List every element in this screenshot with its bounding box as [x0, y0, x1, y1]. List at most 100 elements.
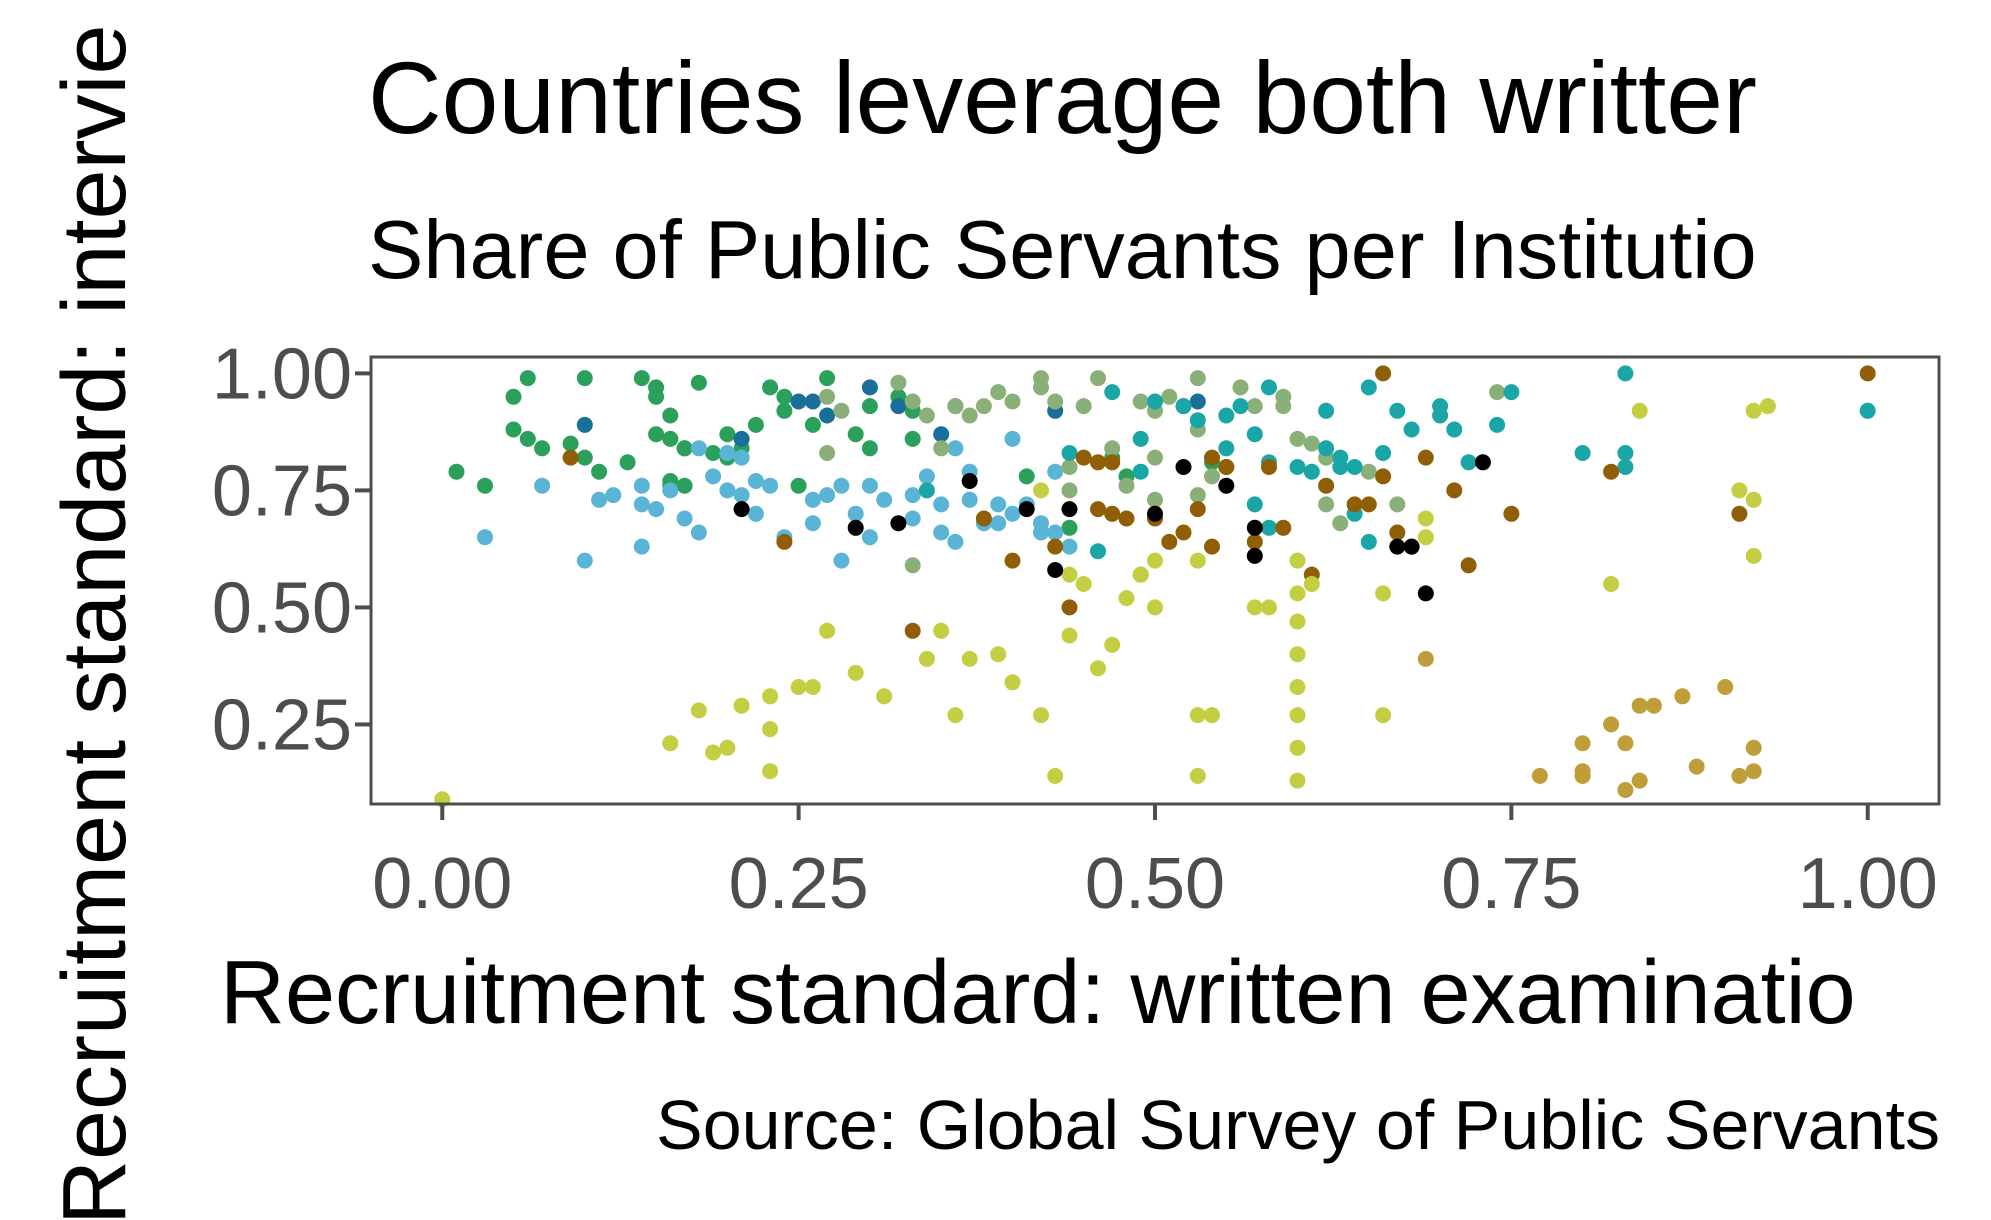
data-point — [1403, 538, 1420, 555]
data-point — [1061, 501, 1078, 518]
data-point — [662, 407, 679, 424]
data-point — [961, 650, 978, 667]
data-point — [1389, 524, 1406, 541]
data-point — [1147, 491, 1163, 508]
data-point — [1218, 459, 1235, 475]
data-point — [1061, 445, 1078, 461]
data-point — [1446, 421, 1463, 438]
data-point — [1004, 393, 1021, 410]
data-point — [1246, 426, 1263, 443]
data-point — [776, 388, 793, 405]
data-point — [1147, 552, 1163, 569]
data-point — [633, 538, 650, 555]
x-tick-label: 0.75 — [1441, 844, 1581, 924]
data-point — [933, 440, 950, 457]
data-point — [1246, 599, 1263, 616]
data-point — [733, 449, 750, 466]
data-point — [1489, 416, 1506, 433]
data-point — [1617, 735, 1634, 752]
data-point — [1403, 421, 1420, 438]
data-point — [947, 440, 964, 457]
data-point — [1289, 613, 1306, 630]
data-point — [1246, 547, 1263, 564]
data-point — [690, 524, 707, 541]
data-point — [1189, 412, 1206, 429]
data-point — [790, 393, 807, 410]
data-point — [1617, 365, 1634, 382]
data-point — [1417, 510, 1434, 527]
data-point — [733, 501, 750, 518]
data-point — [1603, 576, 1620, 592]
data-point — [1731, 505, 1748, 522]
data-point — [1132, 430, 1149, 447]
data-point — [876, 491, 893, 508]
x-axis: 0.00 0.25 0.50 0.75 1.00 — [372, 804, 1938, 924]
data-point — [1104, 505, 1121, 522]
data-point — [1218, 477, 1235, 494]
data-point — [1189, 393, 1206, 410]
data-point — [1745, 763, 1762, 780]
data-point — [1289, 772, 1306, 789]
data-point — [776, 533, 793, 550]
data-point — [633, 477, 650, 494]
data-point — [762, 379, 779, 396]
data-point — [1047, 767, 1064, 784]
data-point — [1033, 370, 1049, 387]
chart-subtitle: Share of Public Servants per Institutio — [368, 203, 1757, 296]
data-point — [1275, 398, 1292, 415]
data-point — [1688, 758, 1705, 775]
data-point — [804, 491, 821, 508]
data-point — [534, 477, 551, 494]
data-point — [975, 398, 992, 415]
data-point — [1346, 496, 1363, 513]
data-point — [1061, 459, 1078, 475]
data-point — [819, 407, 836, 424]
data-point — [1004, 674, 1021, 691]
data-point — [719, 482, 736, 499]
data-point — [819, 388, 836, 405]
data-point — [1645, 697, 1662, 714]
data-point — [890, 515, 907, 532]
data-point — [1232, 379, 1249, 396]
data-point — [1360, 463, 1377, 480]
data-point — [918, 482, 935, 499]
data-point — [1147, 449, 1163, 466]
data-point — [790, 679, 807, 695]
data-point — [904, 487, 921, 504]
data-point — [861, 379, 878, 396]
data-point — [1674, 688, 1691, 705]
data-point — [1018, 468, 1035, 485]
data-point — [819, 487, 836, 504]
data-point — [1204, 538, 1220, 555]
data-point — [975, 510, 992, 527]
data-point — [804, 393, 821, 410]
data-point — [1360, 533, 1377, 550]
data-point — [1246, 519, 1263, 536]
data-point — [1090, 660, 1106, 677]
data-point — [1375, 468, 1392, 485]
data-point — [1175, 459, 1192, 475]
data-point — [1289, 679, 1306, 695]
data-point — [1318, 477, 1335, 494]
data-point — [1175, 398, 1192, 415]
data-point — [1204, 449, 1220, 466]
data-point — [1318, 496, 1335, 513]
data-point — [1574, 445, 1591, 461]
data-point — [861, 477, 878, 494]
data-point — [1246, 496, 1263, 513]
data-point — [1389, 538, 1406, 555]
data-point — [1303, 435, 1320, 452]
data-point — [1731, 767, 1748, 784]
data-point — [1104, 384, 1121, 401]
data-point — [890, 374, 907, 391]
data-point — [1574, 735, 1591, 752]
data-point — [1289, 552, 1306, 569]
data-point — [1047, 463, 1064, 480]
data-point — [1289, 646, 1306, 663]
data-point — [790, 477, 807, 494]
data-point — [1261, 599, 1277, 616]
data-point — [1261, 379, 1277, 396]
data-point — [990, 496, 1007, 513]
plot-background — [371, 357, 1939, 804]
